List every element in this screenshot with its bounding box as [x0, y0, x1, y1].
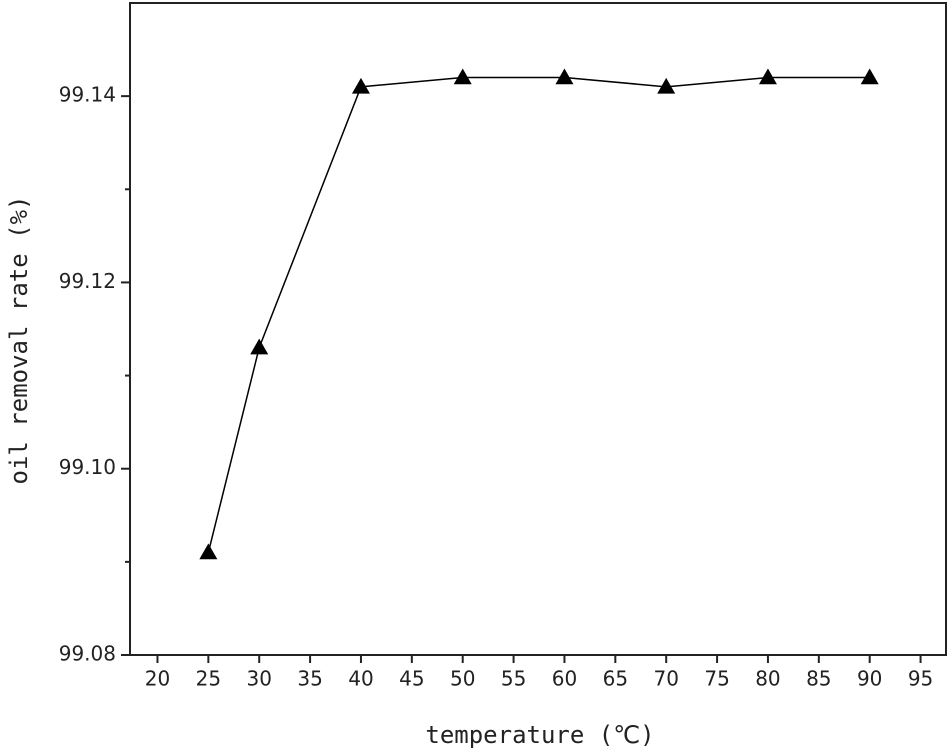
x-tick-label: 35 [297, 667, 322, 691]
y-tick-label: 99.10 [59, 455, 116, 479]
x-tick-label: 55 [501, 667, 526, 691]
marker [250, 338, 269, 355]
x-tick-label: 45 [399, 667, 424, 691]
x-tick-label: 85 [806, 667, 831, 691]
series-line [207, 76, 870, 553]
x-tick-label: 90 [857, 667, 882, 691]
y-tick-label: 99.08 [59, 642, 116, 666]
x-tick-label: 50 [450, 667, 475, 691]
marker [860, 68, 879, 85]
x-tick-label: 20 [145, 667, 170, 691]
x-tick-label: 30 [246, 667, 271, 691]
marker [555, 68, 574, 85]
marker [453, 68, 472, 85]
x-tick-label: 95 [908, 667, 933, 691]
x-tick-label: 40 [348, 667, 373, 691]
marker [758, 68, 777, 85]
y-axis-label: oil removal rate (%) [5, 196, 33, 485]
x-tick-label: 60 [552, 667, 577, 691]
x-tick-label: 65 [603, 667, 628, 691]
x-tick-label: 75 [704, 667, 729, 691]
marker [351, 77, 370, 94]
x-tick-label: 70 [653, 667, 678, 691]
x-tick-label: 25 [196, 667, 221, 691]
marker [199, 543, 218, 560]
marker [657, 77, 676, 94]
y-tick-label: 99.14 [59, 83, 116, 107]
y-tick-label: 99.12 [59, 269, 116, 293]
x-axis-label: temperature (℃) [425, 721, 654, 749]
plot-frame [129, 2, 947, 656]
x-tick-label: 80 [755, 667, 780, 691]
